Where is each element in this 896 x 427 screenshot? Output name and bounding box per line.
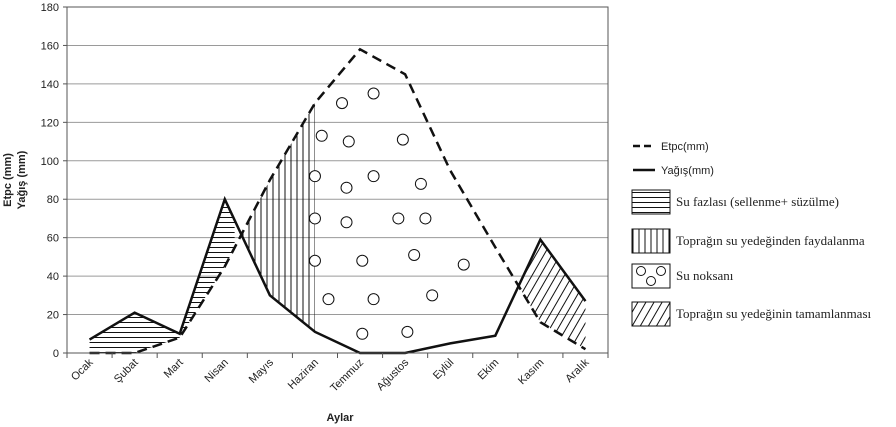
- y-tick-label: 40: [47, 271, 59, 283]
- deficit-circle: [392, 212, 405, 225]
- area-su-yedegi-tamamlanmasi: [518, 239, 586, 350]
- deficit-circle: [426, 289, 439, 302]
- legend-faydalanma-label: Toprağın su yedeğinden faydalanma: [676, 233, 865, 248]
- y-axis-title-etpc: Etpc (mm): [2, 153, 14, 207]
- legend-su-noksani-label: Su noksanı: [676, 268, 734, 283]
- series-line-yagis: [88, 195, 587, 355]
- x-tick-label: Eylül: [431, 357, 456, 382]
- deficit-circles: [308, 87, 470, 340]
- x-axis-ticks: Ocak Şubat Mart Nisan Mayıs Haziran Temmuz Ağus…: [66, 353, 609, 395]
- deficit-circle: [419, 212, 432, 225]
- x-tick-label: Şubat: [112, 357, 141, 386]
- legend-vertical-swatch: [631, 228, 671, 254]
- deficit-circle: [396, 133, 409, 146]
- x-tick-label: Ağustos: [375, 356, 412, 393]
- x-tick-label: Ekim: [476, 357, 502, 383]
- y-tick-label: 0: [53, 348, 59, 360]
- legend-circle-1: [636, 266, 646, 276]
- series-line-etpc: [89, 47, 587, 355]
- deficit-circle: [308, 254, 321, 267]
- deficit-circle: [356, 327, 369, 340]
- deficit-circle: [308, 170, 321, 183]
- legend-circle-2: [656, 266, 666, 276]
- x-tick-label: Kasım: [516, 357, 547, 388]
- y-tick-label: 80: [47, 194, 59, 206]
- deficit-circle: [367, 170, 380, 183]
- deficit-circle: [336, 97, 349, 110]
- deficit-circle: [457, 258, 470, 271]
- deficit-circle: [401, 325, 414, 338]
- legend-horizontal-swatch: [631, 189, 671, 215]
- x-tick-label: Mayıs: [247, 356, 277, 386]
- legend-circle-3: [646, 276, 656, 286]
- x-tick-label: Haziran: [286, 357, 321, 392]
- y-tick-label: 60: [47, 233, 59, 245]
- x-tick-label: Mart: [162, 357, 186, 381]
- legend-diagonal-swatch: [631, 301, 671, 327]
- y-axis-ticks: 0 20 40 60 80 100 120 140 160 180: [41, 2, 67, 360]
- y-tick-label: 20: [47, 310, 59, 322]
- deficit-circle: [408, 248, 421, 261]
- y-tick-label: 100: [41, 156, 59, 168]
- deficit-circle: [308, 212, 321, 225]
- deficit-circle: [367, 293, 380, 306]
- y-axis-title-yagis: Yağış (mm): [16, 150, 28, 209]
- legend-yagis-label: Yağış(mm): [661, 165, 714, 177]
- area-su-yedeginden-faydalanma: [241, 103, 315, 332]
- legend: Etpc(mm) Yağış(mm) Su fazlası (sellenme+…: [631, 141, 872, 327]
- x-tick-label: Temmuz: [328, 357, 366, 395]
- series-lines: [88, 47, 587, 355]
- legend-tamamlanma-label: Toprağın su yedeğinin tamamlanması: [676, 306, 872, 321]
- deficit-circle: [367, 87, 380, 100]
- pattern-areas: [89, 103, 586, 353]
- deficit-circle: [414, 177, 427, 190]
- x-axis-title: Aylar: [326, 412, 354, 424]
- y-tick-label: 180: [41, 2, 59, 14]
- deficit-circle: [322, 293, 335, 306]
- deficit-circle: [315, 129, 328, 142]
- deficit-circle: [340, 181, 353, 194]
- x-tick-label: Ocak: [69, 356, 96, 383]
- y-tick-label: 160: [41, 40, 59, 52]
- x-tick-label: Aralık: [563, 356, 592, 385]
- legend-etpc-label: Etpc(mm): [661, 141, 709, 153]
- deficit-circle: [340, 216, 353, 229]
- y-tick-label: 120: [41, 117, 59, 129]
- x-tick-label: Nisan: [203, 357, 231, 385]
- deficit-circle: [356, 254, 369, 267]
- legend-su-fazlasi-label: Su fazlası (sellenme+ süzülme): [676, 194, 839, 209]
- deficit-circle: [342, 135, 355, 148]
- y-tick-label: 140: [41, 79, 59, 91]
